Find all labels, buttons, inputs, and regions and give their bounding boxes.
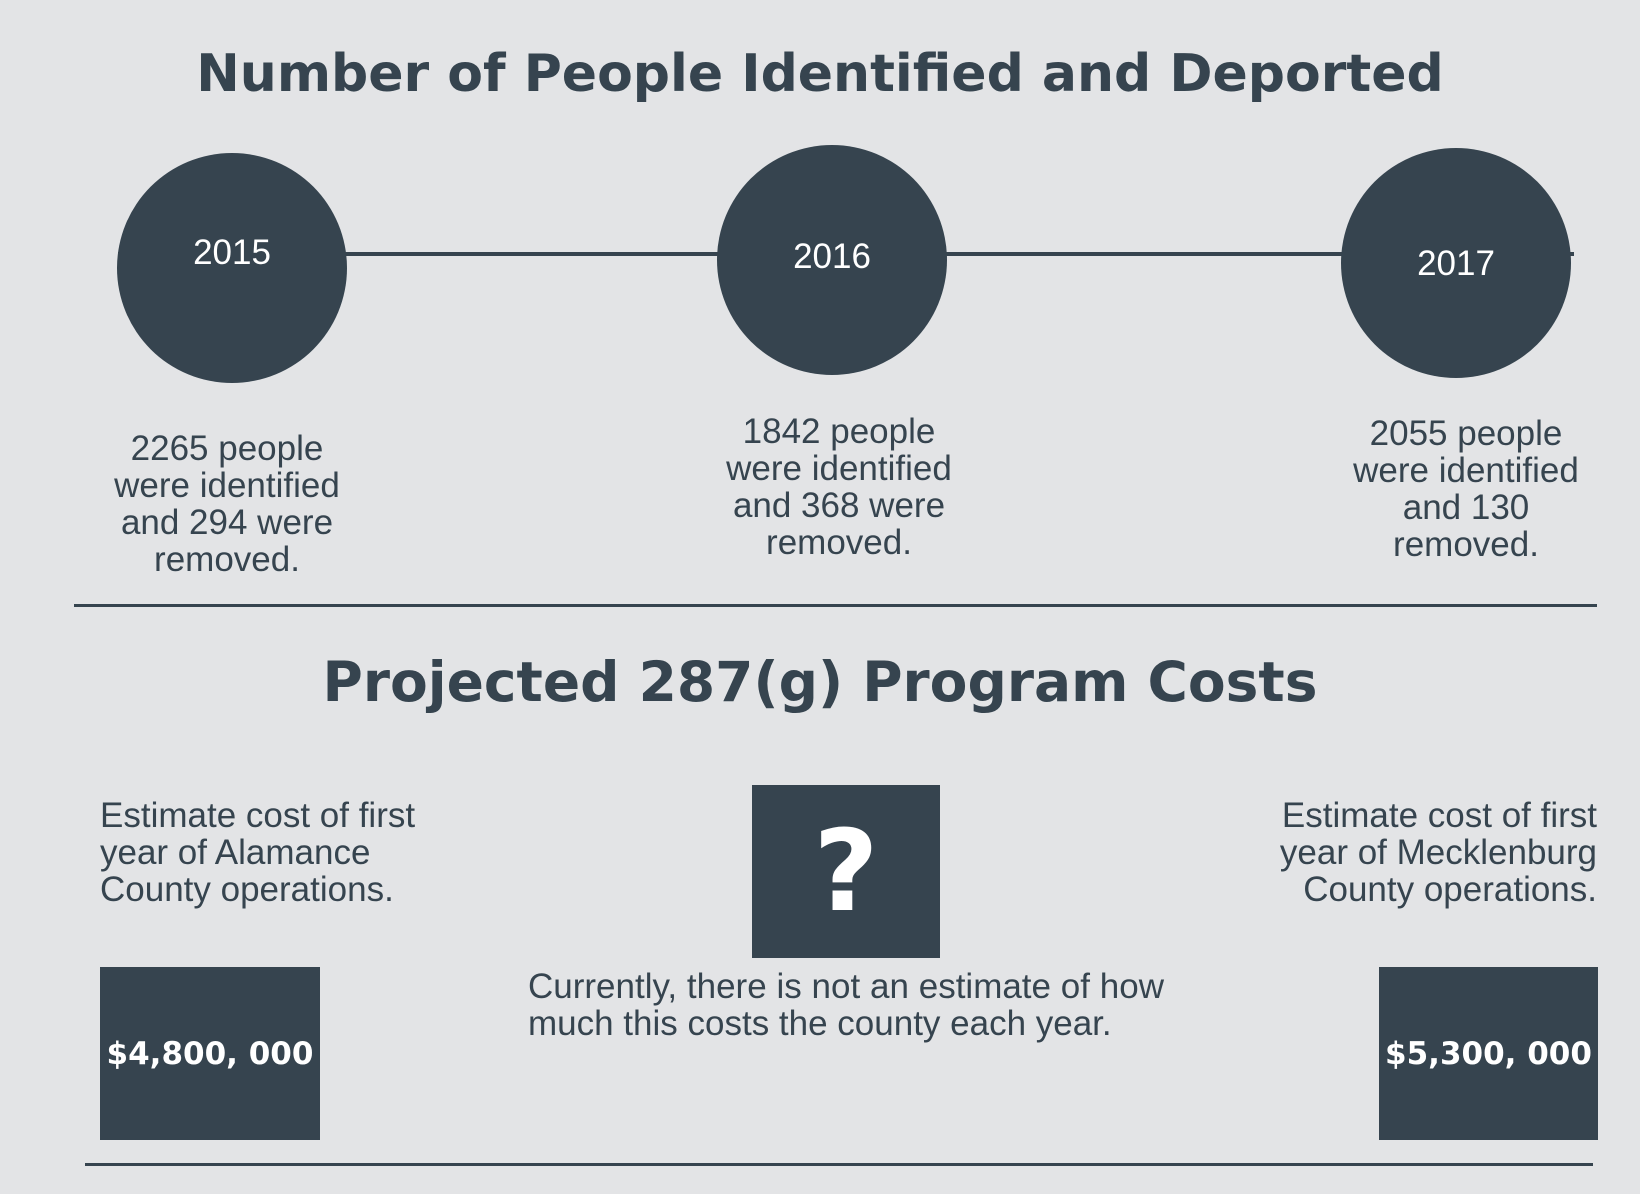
year-description-2015: 2265 people were identified and 294 were… (114, 429, 340, 579)
year-circle-2017: 2017 (1341, 148, 1571, 378)
question-mark-icon: ? (752, 785, 940, 958)
year-label-2015: 2015 (193, 233, 271, 272)
mecklenburg-cost-label: Estimate cost of first year of Mecklenbu… (1279, 796, 1597, 909)
unknown-cost-note: Currently, there is not an estimate of h… (528, 967, 1164, 1043)
year-label-2017: 2017 (1417, 244, 1495, 283)
year-circle-2015: 2015 (117, 153, 347, 383)
section-divider (74, 604, 1597, 607)
year-description-2016: 1842 people were identified and 368 were… (726, 412, 952, 562)
alamance-cost-value: $4,800, 000 (100, 967, 320, 1140)
year-circle-2016: 2016 (717, 145, 947, 375)
costs-title: Projected 287(g) Program Costs (322, 650, 1318, 714)
mecklenburg-cost-value: $5,300, 000 (1379, 967, 1598, 1140)
alamance-cost-label: Estimate cost of first year of Alamance … (100, 796, 416, 909)
year-label-2016: 2016 (793, 237, 871, 276)
timeline-title: Number of People Identified and Deported (196, 44, 1444, 104)
bottom-divider (85, 1163, 1593, 1166)
year-description-2017: 2055 people were identified and 130 remo… (1353, 414, 1579, 564)
